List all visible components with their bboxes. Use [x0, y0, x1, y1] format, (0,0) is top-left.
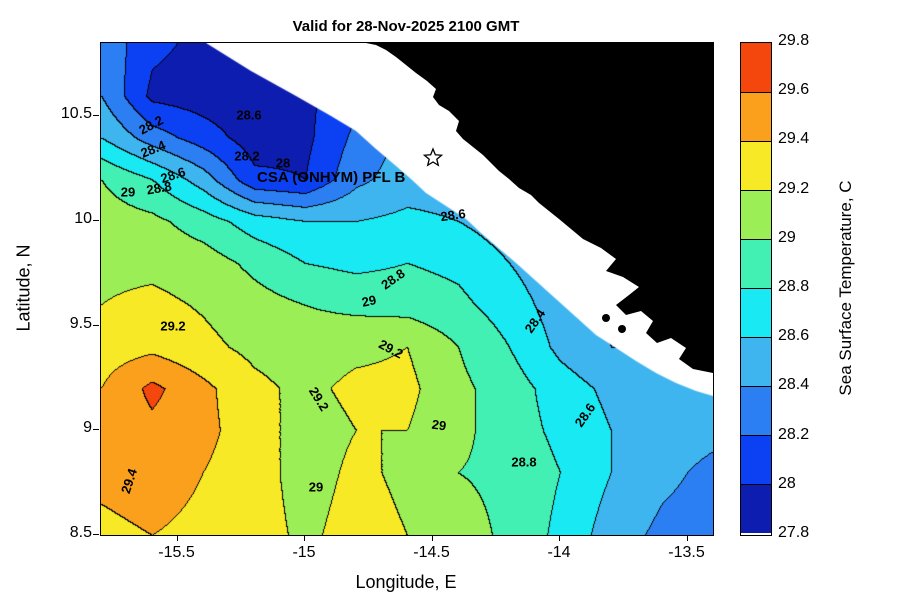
colorbar-tick-label: 27.8: [778, 524, 810, 541]
colorbar-segment: [741, 92, 771, 141]
contour-label: 29: [360, 292, 378, 310]
contour-label: 29: [430, 416, 448, 434]
x-tick-mark: [176, 535, 178, 541]
y-tick-label: 9: [83, 419, 92, 437]
y-tick-label: 9.5: [69, 314, 92, 332]
colorbar-tick-label: 28.8: [778, 278, 810, 295]
land-polygon: [366, 43, 713, 373]
y-tick-label: 8.5: [69, 524, 92, 541]
contour-label: 29.2: [160, 318, 186, 334]
x-tick-mark: [559, 535, 560, 541]
x-tick-label: -15.5: [158, 544, 195, 561]
colorbar: [740, 42, 772, 536]
colorbar-tick-label: 28: [778, 474, 796, 492]
colorbar-tick-label: 29.4: [778, 130, 810, 148]
contour-label: 28: [275, 155, 291, 171]
contour-label: 28.2: [234, 148, 260, 164]
colorbar-tick-label: 28.6: [778, 327, 810, 345]
x-tick-label: -13.5: [668, 544, 705, 561]
x-axis-label: Longitude, E: [355, 572, 457, 592]
coastline-land-svg: [366, 43, 713, 373]
island-dot: [618, 325, 626, 333]
colorbar-segment: [741, 239, 771, 288]
colorbar-segment: [741, 386, 771, 435]
colorbar-tick-label: 29.2: [778, 179, 810, 197]
island-dots: [602, 314, 626, 333]
x-tick-label: -14.5: [413, 544, 450, 561]
x-tick-mark: [304, 535, 305, 541]
x-tick-mark: [686, 535, 688, 541]
colorbar-segment: [741, 43, 771, 92]
y-tick-label: 10.5: [60, 105, 92, 123]
colorbar-segment: [741, 435, 771, 484]
y-axis-label: Latitude, N: [13, 244, 34, 332]
station-label: CSA (ONHYM) PFL B: [257, 169, 406, 186]
colorbar-tick-label: 29.6: [778, 81, 810, 99]
contour-label: 28.8: [511, 454, 537, 470]
contour-label: 29: [120, 184, 136, 200]
y-tick-mark: [93, 429, 99, 431]
y-tick-mark: [93, 219, 99, 221]
colorbar-tick-label: 29: [778, 228, 796, 246]
island-dot: [602, 314, 610, 322]
colorbar-tick-label: 29.8: [778, 32, 810, 49]
y-tick-mark: [93, 534, 99, 535]
x-tick-label: -15: [292, 544, 316, 561]
x-tick-mark: [431, 535, 433, 541]
contour-label: 29: [308, 479, 324, 495]
contour-label: 28.6: [236, 107, 262, 123]
y-tick-mark: [93, 115, 99, 117]
colorbar-tick-label: 28.2: [778, 425, 810, 443]
colorbar-tick-label: 28.4: [778, 376, 810, 394]
colorbar-segment: [741, 337, 771, 386]
x-tick-label: -14: [547, 544, 571, 561]
y-tick-label: 10: [74, 209, 92, 227]
colorbar-segment: [741, 141, 771, 190]
sst-map: CSA (ONHYM) PFL B 28.2 28.4 28.6 28.8 29 28.6…: [100, 42, 714, 536]
station-star-icon: [422, 147, 443, 167]
colorbar-segment: [741, 484, 771, 533]
colorbar-segment: [741, 288, 771, 337]
colorbar-title: Sea Surface Temperature, C: [836, 180, 855, 396]
y-tick-mark: [93, 324, 99, 326]
plot-title: Valid for 28-Nov-2025 2100 GMT: [292, 18, 520, 35]
colorbar-segment: [741, 190, 771, 239]
